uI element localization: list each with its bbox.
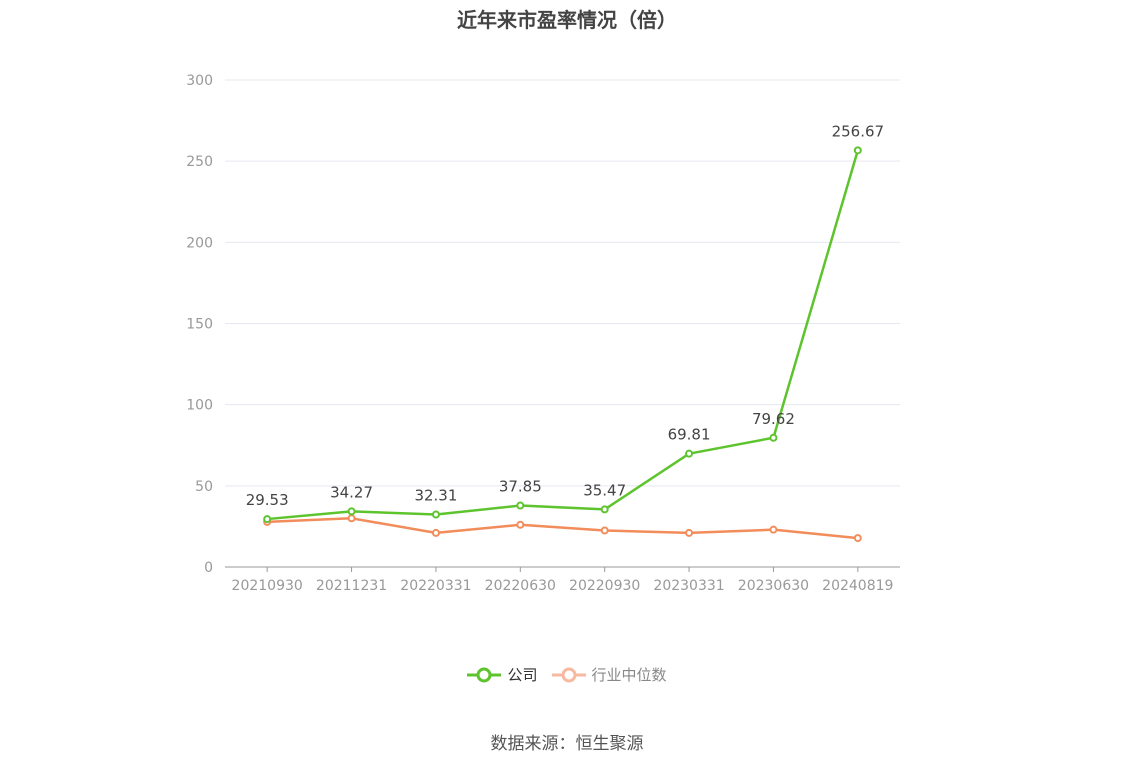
data-point-industry — [516, 520, 525, 529]
x-tick-label: 20240819 — [822, 578, 893, 594]
legend: 公司 行业中位数 — [0, 664, 1134, 685]
y-tick-label: 150 — [186, 317, 213, 333]
data-point-industry — [347, 514, 356, 523]
x-tick-label: 20220331 — [400, 578, 471, 594]
data-point-company — [263, 515, 272, 524]
y-tick-label: 300 — [186, 73, 213, 89]
data-point-company — [516, 501, 525, 510]
legend-item-industry[interactable]: 行业中位数 — [551, 664, 667, 685]
data-label: 29.53 — [246, 491, 289, 509]
data-point-industry — [769, 525, 778, 534]
y-tick-label: 200 — [186, 235, 213, 251]
legend-line-icon-company — [467, 667, 502, 682]
data-label: 69.81 — [668, 426, 711, 444]
data-label: 32.31 — [414, 487, 457, 505]
legend-label-company: 公司 — [507, 666, 538, 684]
x-tick-label: 20210930 — [232, 578, 303, 594]
legend-line-icon-industry — [551, 667, 586, 682]
series-line-company — [267, 149, 860, 521]
data-point-company — [769, 433, 778, 442]
data-point-company — [685, 449, 694, 458]
data-source: 数据来源：恒生聚源 — [490, 734, 644, 754]
data-label: 256.67 — [832, 122, 885, 140]
y-tick-label: 50 — [195, 479, 213, 495]
legend-label-industry: 行业中位数 — [591, 666, 667, 684]
data-point-company — [853, 146, 862, 155]
data-point-industry — [685, 528, 694, 537]
x-tick-label: 20220930 — [569, 578, 640, 594]
data-label: 79.62 — [752, 410, 795, 428]
x-tick-label: 20211231 — [316, 578, 387, 594]
y-tick-label: 250 — [186, 154, 213, 170]
data-label: 35.47 — [583, 481, 626, 499]
y-tick-label: 100 — [186, 398, 213, 414]
data-label: 37.85 — [499, 478, 542, 496]
x-tick-label: 20220630 — [485, 578, 556, 594]
x-tick-label: 20230630 — [738, 578, 809, 594]
x-tick-label: 20230331 — [653, 578, 724, 594]
legend-item-company[interactable]: 公司 — [467, 664, 538, 685]
series-line-industry — [267, 517, 858, 540]
y-tick-label: 0 — [204, 560, 213, 576]
data-label: 34.27 — [330, 483, 373, 501]
data-point-industry — [600, 526, 609, 535]
data-point-industry — [853, 534, 862, 543]
data-point-company — [347, 507, 356, 516]
data-point-company — [431, 510, 440, 519]
chart-title: 近年来市盈率情况（倍） — [457, 8, 677, 32]
data-point-industry — [431, 528, 440, 537]
data-point-company — [600, 505, 609, 514]
